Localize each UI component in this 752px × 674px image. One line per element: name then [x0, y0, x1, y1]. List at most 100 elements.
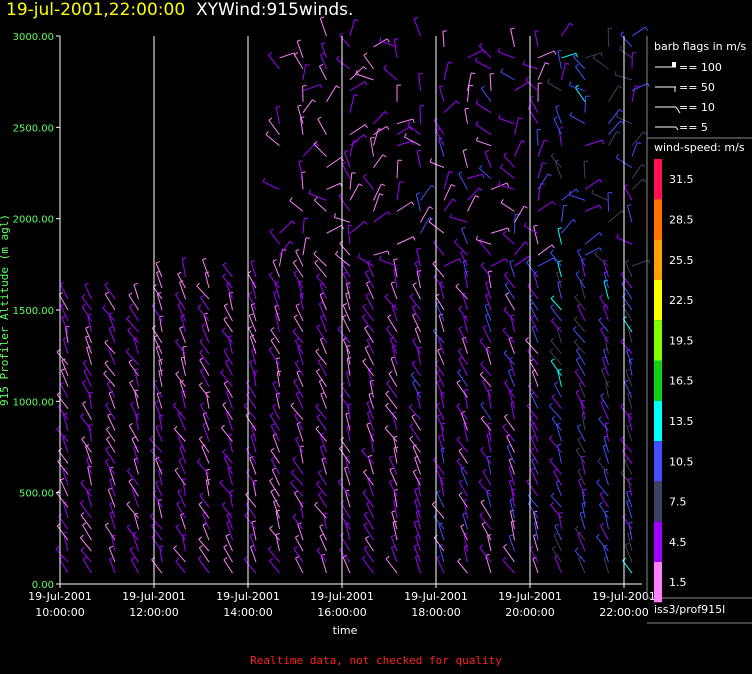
wind-barb	[504, 284, 515, 300]
wind-barb-flag	[387, 211, 391, 216]
wind-barb-flag	[385, 390, 390, 394]
wind-barb-flag	[554, 554, 559, 558]
wind-barb-flag	[88, 424, 94, 426]
wind-barb-flag	[295, 391, 301, 395]
wind-barb	[177, 304, 186, 322]
wind-barb-flag	[277, 370, 282, 373]
wind-barb-flag	[316, 324, 321, 328]
speed-color-swatch	[654, 400, 662, 442]
wind-barb	[342, 273, 351, 289]
wind-barb	[176, 503, 186, 519]
wind-barb-flag	[456, 100, 460, 105]
wind-barb	[387, 316, 398, 333]
wind-barb-flag	[305, 237, 310, 239]
barb-tick	[675, 126, 679, 131]
x-tick-time: 10:00:00	[35, 606, 84, 619]
wind-barb	[385, 393, 398, 409]
wind-barb-flag	[544, 139, 549, 142]
wind-barb	[365, 282, 374, 300]
wind-barb	[158, 360, 163, 376]
wind-barb	[435, 468, 445, 486]
wind-barb	[620, 341, 633, 355]
wind-barb-flag	[391, 545, 396, 549]
wind-barb	[326, 85, 337, 103]
wind-barb	[527, 350, 539, 366]
wind-barb-flag	[335, 85, 340, 89]
wind-barb-flag	[198, 536, 203, 540]
wind-barb	[298, 161, 304, 179]
wind-barb-flag	[366, 280, 371, 284]
wind-barb	[62, 338, 69, 354]
x-tick-date: 19-Jul-2001	[122, 590, 186, 603]
wind-barb-flag	[80, 479, 85, 484]
wind-barb-flag	[221, 424, 225, 429]
wind-barb	[154, 402, 163, 420]
wind-barb-flag	[334, 250, 339, 255]
wind-barb-flag	[411, 140, 414, 146]
wind-barb	[550, 298, 562, 311]
wind-barb	[608, 120, 621, 135]
wind-barb	[105, 404, 116, 420]
wind-barb	[344, 467, 351, 486]
wind-barb-flag	[355, 70, 358, 75]
wind-barb-flag	[270, 337, 275, 341]
wind-barb	[318, 65, 327, 81]
wind-barb	[461, 294, 468, 311]
wind-barb-flag	[340, 436, 345, 441]
wind-barb	[86, 347, 92, 365]
wind-barb-flag	[268, 52, 272, 56]
wind-barb-flag	[599, 179, 603, 183]
wind-barb-flag	[293, 378, 298, 382]
wind-barb-flag	[551, 546, 556, 550]
wind-barb	[435, 303, 445, 322]
wind-barb-flag	[479, 512, 484, 516]
wind-barb	[580, 259, 586, 278]
wind-barb-flag	[80, 413, 85, 417]
wind-barb	[531, 327, 539, 344]
wind-barb-flag	[319, 524, 324, 527]
wind-barb-flag	[199, 338, 204, 342]
wind-barb	[498, 117, 515, 125]
wind-barb	[628, 359, 633, 376]
wind-barb	[345, 371, 351, 387]
wind-barb	[603, 436, 609, 453]
wind-barb	[337, 481, 351, 497]
wind-barb	[128, 306, 139, 322]
wind-barb	[620, 439, 633, 453]
wind-barb-flag	[449, 213, 452, 218]
wind-barb	[252, 481, 257, 497]
wind-barb	[373, 38, 388, 48]
wind-barb	[458, 328, 468, 344]
wind-barb	[179, 327, 186, 344]
wind-barb	[339, 549, 351, 563]
wind-barb-flag	[598, 416, 602, 420]
wind-barb	[514, 81, 529, 92]
wind-barb	[82, 403, 92, 420]
wind-barb	[346, 283, 351, 300]
wind-barb-flag	[471, 72, 476, 75]
wind-barb-flag	[272, 433, 278, 436]
wind-barb-flag	[409, 126, 413, 131]
wind-barb-flag	[262, 177, 266, 182]
wind-barb	[598, 319, 609, 333]
wind-barb	[626, 492, 633, 508]
wind-barb	[550, 495, 562, 508]
wind-barb-flag	[412, 282, 417, 286]
wind-barb-flag	[580, 399, 585, 402]
wind-barb-flag	[532, 556, 537, 559]
wind-barb-flag	[321, 553, 326, 556]
wind-barb	[362, 492, 374, 508]
wind-barb	[226, 412, 233, 431]
wind-barb	[551, 320, 562, 333]
wind-barb-flag	[196, 282, 200, 287]
wind-barb	[554, 161, 562, 179]
wind-barb-flag	[86, 346, 91, 349]
wind-barb	[436, 371, 445, 387]
wind-barb-flag	[549, 348, 554, 352]
wind-barb	[319, 339, 327, 355]
wind-barb	[482, 326, 492, 344]
wind-barb	[83, 370, 92, 387]
wind-barb	[443, 171, 450, 190]
wind-barb	[366, 424, 374, 442]
wind-barb	[319, 535, 327, 552]
